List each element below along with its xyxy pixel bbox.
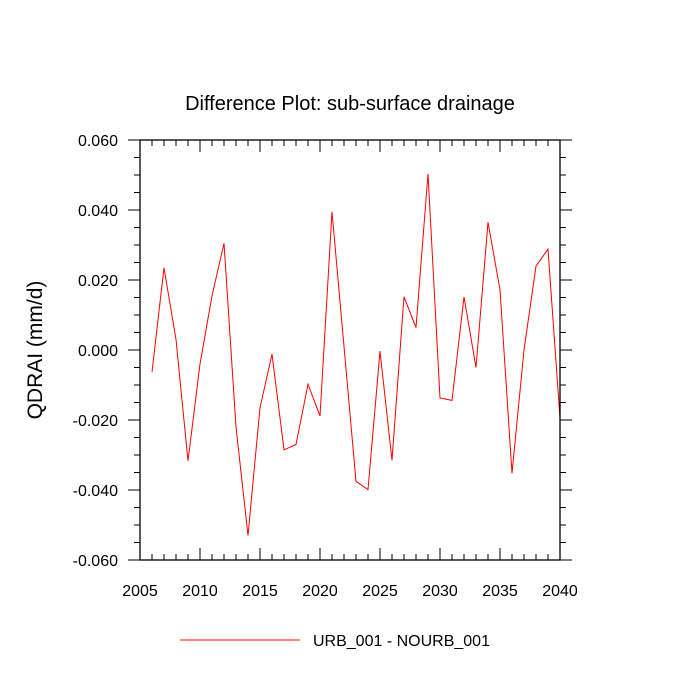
x-tick-label: 2005 xyxy=(122,583,158,600)
x-tick-label: 2030 xyxy=(422,583,458,600)
y-axis-label: QDRAI (mm/d) xyxy=(24,281,47,420)
x-tick-label: 2040 xyxy=(542,583,578,600)
chart-title: Difference Plot: sub-surface drainage xyxy=(185,93,515,115)
y-tick-label: -0.040 xyxy=(73,483,118,500)
x-tick-label: 2035 xyxy=(482,583,518,600)
plot-frame xyxy=(139,139,561,561)
y-tick-label: 0.040 xyxy=(78,203,118,220)
legend: URB_001 - NOURB_001 xyxy=(180,633,490,650)
x-tick-label: 2025 xyxy=(362,583,398,600)
y-tick-label: 0.000 xyxy=(78,343,118,360)
y-tick-label: -0.020 xyxy=(73,413,118,430)
x-tick-label: 2015 xyxy=(242,583,278,600)
y-tick-label: 0.020 xyxy=(78,273,118,290)
y-tick-label: 0.060 xyxy=(78,133,118,150)
series-layer xyxy=(151,173,561,536)
x-tick-label: 2020 xyxy=(302,583,338,600)
axis-tick-labels: 2005 2010 2015 2020 2025 2030 2035 2040 -0.060 -0… xyxy=(73,133,578,600)
axis-ticks xyxy=(128,139,572,561)
legend-label: URB_001 - NOURB_001 xyxy=(313,633,490,650)
series-line xyxy=(151,173,561,536)
x-tick-label: 2010 xyxy=(182,583,218,600)
y-tick-label: -0.060 xyxy=(73,553,118,570)
